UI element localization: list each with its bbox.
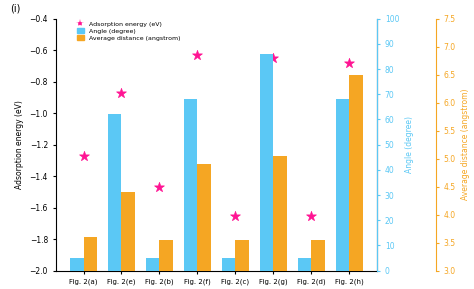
Point [155,185,163,190]
Bar [108,114,121,271]
Bar [260,54,273,271]
Point [346,60,353,65]
Point [80,153,87,158]
Text: (i): (i) [10,3,21,14]
Point [118,90,125,95]
Bar [184,99,197,271]
Bar [336,99,349,271]
Y-axis label: Adsorption energy (eV): Adsorption energy (eV) [15,100,24,189]
Bar [311,240,325,289]
Bar [349,75,363,289]
Legend: Adsorption energy (eV), Angle (degree), Average distance (angstrom): Adsorption energy (eV), Angle (degree), … [75,19,182,43]
Bar [121,192,135,289]
Bar [159,240,173,289]
Bar [298,258,311,271]
Y-axis label: Angle (degree): Angle (degree) [405,116,414,173]
Bar [222,258,236,271]
Bar [197,164,210,289]
Bar [236,240,249,289]
Y-axis label: Average distance (angstrom): Average distance (angstrom) [461,89,470,200]
Bar [83,237,97,289]
Bar [70,258,83,271]
Point [193,53,201,57]
Bar [146,258,159,271]
Point [270,56,277,60]
Point [308,213,315,218]
Bar [273,156,287,289]
Point [232,213,239,218]
